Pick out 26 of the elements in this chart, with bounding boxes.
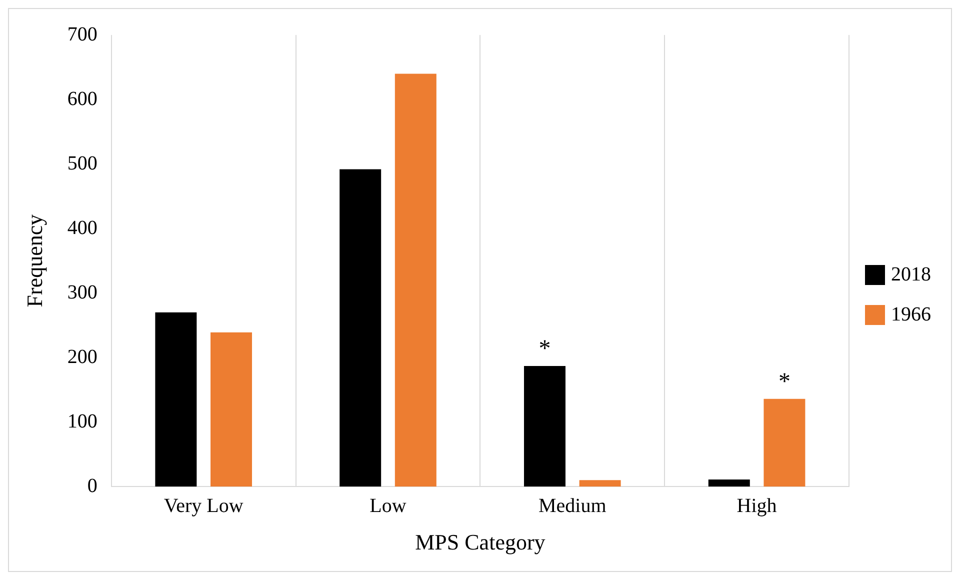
x-tick-label: High <box>736 494 777 517</box>
y-axis-title: Frequency <box>22 214 47 308</box>
legend-label: 2018 <box>891 263 931 286</box>
x-tick-label: Very Low <box>164 494 244 517</box>
y-tick-label: 0 <box>87 474 98 497</box>
annotation: * <box>538 336 551 362</box>
y-tick-label: 100 <box>67 410 98 432</box>
bar <box>524 366 566 487</box>
y-tick-label: 700 <box>67 23 98 46</box>
bar <box>210 332 252 487</box>
x-tick-label: Low <box>370 494 407 517</box>
y-tick-label: 200 <box>67 346 98 368</box>
y-tick-label: 500 <box>67 152 98 174</box>
y-tick-label: 400 <box>67 216 98 239</box>
annotation: * <box>778 368 790 395</box>
bar <box>155 312 197 487</box>
bar <box>340 169 382 487</box>
y-tick-label: 300 <box>67 281 98 304</box>
bar <box>579 480 621 487</box>
x-axis-title: MPS Category <box>415 530 546 555</box>
y-tick-label: 600 <box>67 88 98 110</box>
x-tick-label: Medium <box>538 494 607 517</box>
bar <box>394 74 436 487</box>
legend-label: 1966 <box>891 303 931 326</box>
bar <box>708 480 750 487</box>
bar <box>764 398 806 487</box>
